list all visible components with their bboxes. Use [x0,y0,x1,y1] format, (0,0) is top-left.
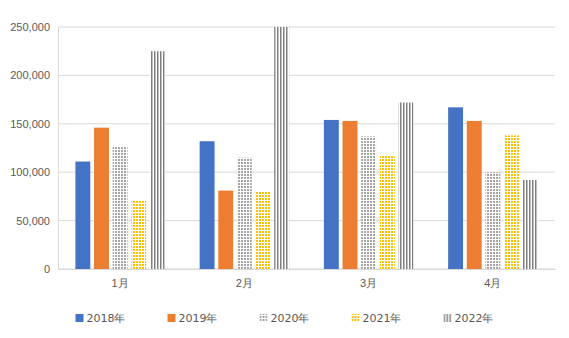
bar [256,192,271,269]
y-tick-label: 200,000 [10,69,50,81]
y-tick: 200,000 [10,69,58,81]
x-tick: 4月 [484,269,501,289]
legend-item: 2020年 [260,312,310,325]
legend-item: 2018年 [76,312,126,325]
grid-line [58,27,555,28]
bar [504,135,519,269]
chart: 0 50,000 100,000 150,000 200,000 250,000 1月 2月 3… [0,0,569,338]
series [150,27,538,269]
x-axis-line [59,269,556,270]
bar [324,120,339,269]
y-tick-label: 50,000 [16,215,50,227]
bar [380,156,395,269]
bar [150,51,165,269]
legend-label: 2022年 [455,312,494,325]
bar [113,147,128,269]
bar [398,103,413,269]
legend: 2018年 2019年 2020年 2021年 2022年 [76,312,494,325]
x-tick: 2月 [236,269,253,289]
bar [131,200,146,269]
y-tick: 150,000 [10,118,58,130]
x-tick: 3月 [360,269,377,289]
x-tick: 1月 [112,269,129,289]
legend-label: 2018年 [87,312,126,325]
legend-swatch [168,314,176,322]
plot: 0 50,000 100,000 150,000 200,000 250,000 1月 2月 3… [10,21,555,289]
bar [485,172,500,269]
legend-item: 2022年 [444,312,494,325]
x-tick-label: 2月 [236,277,253,289]
legend-label: 2021年 [363,312,402,325]
y-tick: 100,000 [10,166,58,178]
x-tick-label: 4月 [484,277,501,289]
y-tick-label: 0 [44,263,50,275]
y-tick: 250,000 [10,21,58,33]
grid-line [58,75,555,76]
y-tick-label: 150,000 [10,118,50,130]
bar [94,128,109,269]
legend-item: 2019年 [168,312,218,325]
legend-label: 2020年 [271,312,310,325]
y-tick-label: 100,000 [10,166,50,178]
legend-item: 2021年 [352,312,402,325]
legend-label: 2019年 [179,312,218,325]
bars [75,27,537,269]
grid [58,27,555,269]
series [131,135,519,269]
legend-swatch [352,314,360,322]
legend-swatch [260,314,268,322]
bar [75,162,90,269]
bar [218,191,233,269]
bar [448,107,463,269]
y-axis: 0 50,000 100,000 150,000 200,000 250,000 [10,21,58,275]
y-tick-label: 250,000 [10,21,50,33]
legend-swatch [444,314,452,322]
x-tick-label: 3月 [360,277,377,289]
bar [237,158,252,269]
y-tick: 0 [44,263,58,275]
series [113,136,501,269]
legend-swatch [76,314,84,322]
bar [361,136,376,269]
bar [467,121,482,269]
bar [343,121,358,269]
y-axis-line [58,28,59,270]
y-tick: 50,000 [16,215,58,227]
bar [523,180,538,269]
bar [200,141,215,269]
x-axis: 1月 2月 3月 4月 [59,269,556,289]
bar [274,27,289,269]
x-tick-label: 1月 [112,277,129,289]
